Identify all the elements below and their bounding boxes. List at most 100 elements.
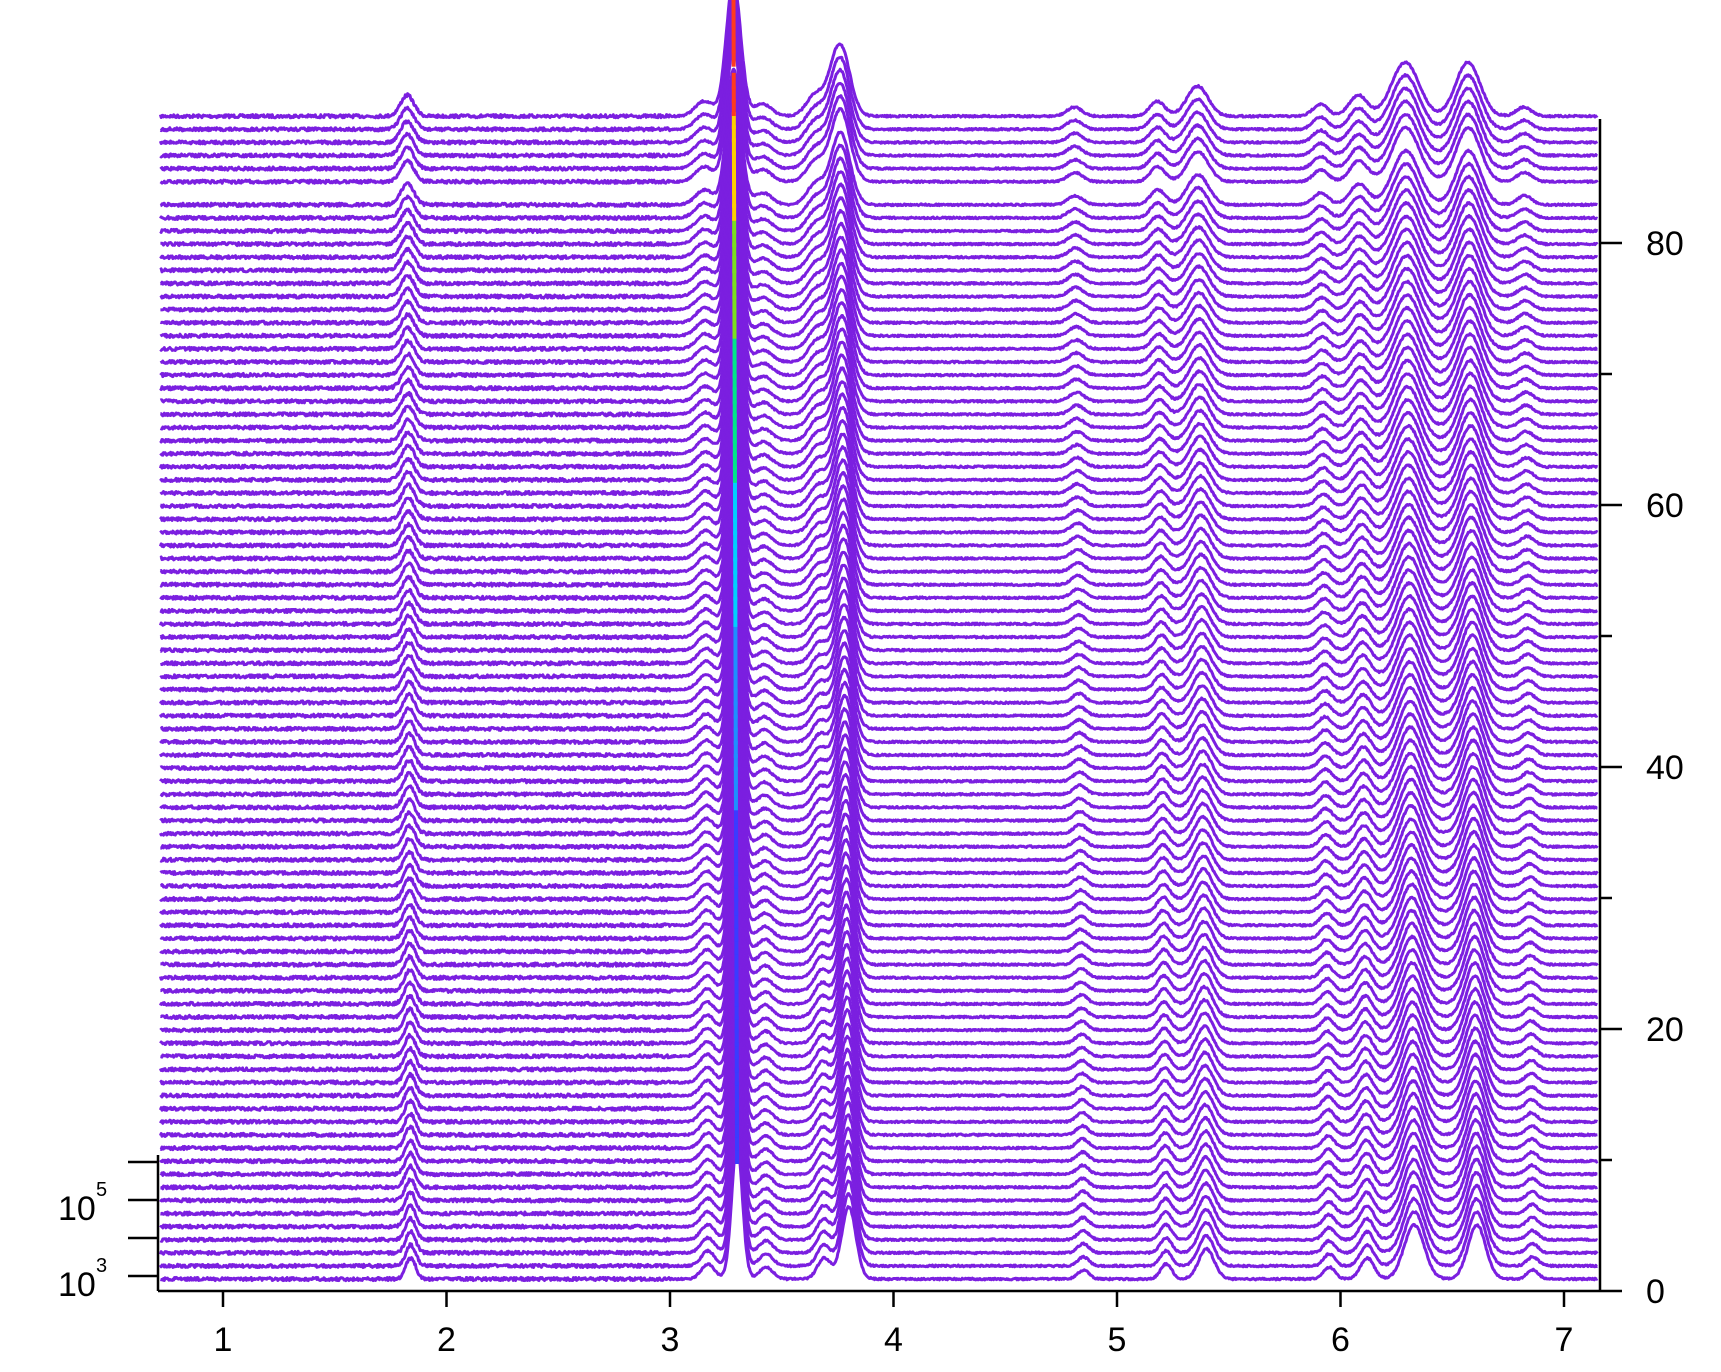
trace-line (159, 447, 1599, 588)
left-axis-ticks: 10 3 10 5 (58, 1160, 158, 1304)
trace-line (159, 0, 1599, 133)
trace-line (158, 0, 1599, 120)
trace-line (159, 173, 1599, 313)
x-tick-label: 7 (1555, 1321, 1574, 1359)
trace-line (159, 1038, 1599, 1178)
trace-line (158, 998, 1599, 1138)
trace-line (158, 330, 1599, 470)
trace-line (159, 907, 1599, 1047)
trace-line (159, 1103, 1599, 1243)
trace-line (159, 697, 1599, 837)
x-tick-label: 1 (214, 1321, 233, 1359)
trace-line (158, 486, 1599, 628)
trace-line (159, 566, 1599, 706)
x-tick-label: 2 (437, 1321, 456, 1359)
trace-line (159, 67, 1599, 208)
trace-line (159, 775, 1599, 916)
trace-line (158, 409, 1599, 549)
x-tick-label: 4 (884, 1321, 903, 1359)
trace-line (159, 343, 1599, 483)
left-tick-label-0-exponent: 3 (96, 1255, 107, 1277)
trace-line (159, 986, 1599, 1125)
trace-line (159, 657, 1599, 798)
trace-line (159, 106, 1599, 248)
trace-line (159, 920, 1599, 1060)
trace-line (159, 801, 1599, 942)
trace-line (159, 212, 1599, 352)
trace-layer (158, 0, 1599, 1283)
trace-line (159, 762, 1599, 903)
trace-line (159, 317, 1599, 457)
trace-line (159, 1130, 1599, 1269)
trace-line (159, 683, 1599, 824)
trace-line (159, 119, 1599, 261)
trace-line (159, 578, 1599, 719)
trace-line (158, 841, 1599, 981)
right-tick-label: 80 (1646, 225, 1684, 263)
trace-line (159, 500, 1599, 641)
trace-line (159, 736, 1599, 876)
x-tick-label: 5 (1108, 1321, 1127, 1359)
trace-line (159, 1076, 1599, 1217)
trace-line (159, 226, 1599, 366)
x-tick-label: 3 (661, 1321, 680, 1359)
x-axis-ticks: 1 2 3 4 5 6 7 (214, 1291, 1574, 1359)
trace-line (159, 526, 1599, 667)
trace-line (159, 146, 1599, 287)
left-tick-label-1: 10 (58, 1190, 96, 1228)
trace-line (159, 369, 1599, 510)
trace-line (159, 134, 1599, 274)
trace-line (159, 959, 1599, 1099)
right-axis-ticks: 0 20 40 60 80 (1600, 225, 1684, 1311)
trace-line (159, 81, 1599, 221)
trace-line (159, 238, 1599, 379)
trace-line (159, 749, 1599, 890)
trace-line (159, 710, 1599, 850)
trace-line (159, 32, 1599, 172)
trace-line (159, 631, 1599, 772)
trace-line (159, 513, 1599, 654)
axes-layer (156, 119, 1602, 1293)
right-tick-label: 0 (1646, 1273, 1665, 1311)
trace-line (159, 815, 1599, 955)
trace-line (159, 828, 1599, 968)
trace-line (159, 853, 1599, 994)
trace-line (159, 723, 1599, 863)
trace-line (159, 670, 1599, 811)
trace-line (159, 1142, 1599, 1283)
trace-line (159, 946, 1599, 1086)
left-tick-label-0: 10 (58, 1266, 96, 1304)
trace-line (159, 932, 1599, 1073)
trace-line (159, 434, 1599, 575)
trace-line (159, 605, 1599, 745)
trace-line (159, 395, 1599, 536)
trace-line (159, 1050, 1599, 1191)
trace-line (159, 553, 1599, 693)
trace-line (159, 1089, 1599, 1230)
trace-line (159, 18, 1599, 159)
trace-line (159, 461, 1599, 601)
trace-line (159, 789, 1599, 929)
right-tick-label: 40 (1646, 749, 1684, 787)
x-tick-label: 6 (1331, 1321, 1350, 1359)
trace-line (159, 383, 1599, 523)
trace-line (159, 44, 1599, 185)
trace-line (159, 198, 1599, 339)
trace-line (159, 1011, 1599, 1152)
right-tick-label: 20 (1646, 1011, 1684, 1049)
trace-line (159, 93, 1599, 235)
trace-line (159, 893, 1599, 1034)
trace-line (159, 645, 1599, 785)
trace-line (159, 539, 1599, 680)
trace-line (159, 291, 1599, 431)
trace-line (159, 880, 1599, 1021)
trace-line (159, 422, 1599, 562)
trace-line (159, 1063, 1599, 1204)
trace-line (158, 1115, 1599, 1256)
trace-line (159, 277, 1599, 418)
trace-line (159, 591, 1599, 732)
trace-line (159, 264, 1599, 405)
trace-line (159, 618, 1599, 759)
right-tick-label: 60 (1646, 487, 1684, 525)
